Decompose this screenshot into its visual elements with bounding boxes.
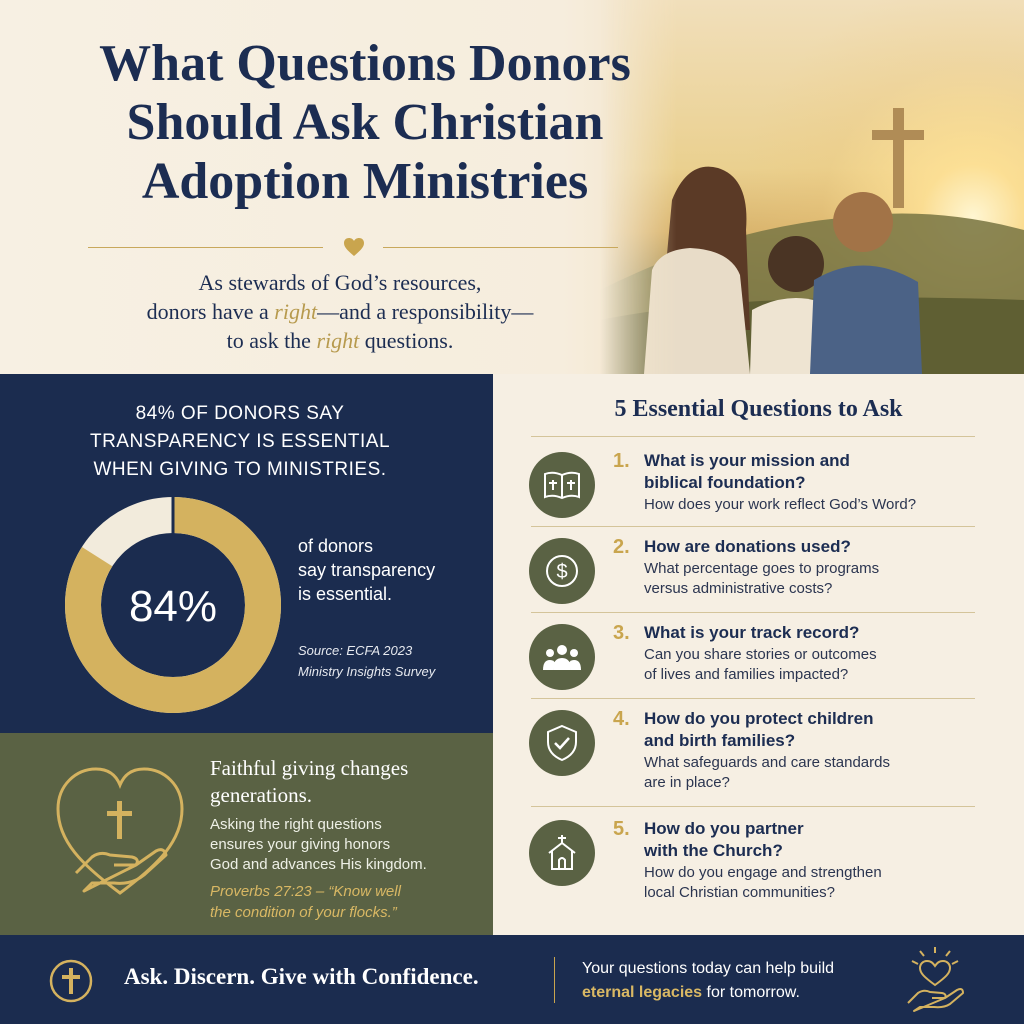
q3-sub-1: Can you share stories or outcomes [644,646,877,663]
scripture-quote: Proverbs 27:23 – “Know well the conditio… [210,881,480,923]
title-divider [88,238,618,256]
faith-title: Faithful giving changes generations. [210,755,480,809]
footer-msg-line-2: eternal legacies for tomorrow. [582,984,800,1001]
hero-photo [600,0,1024,374]
svg-text:$: $ [556,561,567,583]
church-icon [529,820,595,886]
subtitle-line-3: to ask the right questions. [226,328,454,353]
children-cross-illustration [600,108,1024,374]
shield-check-icon [529,710,595,776]
question-divider [531,526,975,527]
footer-message: Your questions today can help build eter… [582,957,892,1005]
subtitle-line-1: As stewards of God’s resources, [198,270,482,295]
q3-sub-2: of lives and families impacted? [644,666,849,683]
question-number: 3. [613,622,630,644]
question-item-3: 3. What is your track record? Can you sh… [529,614,979,700]
question-number: 1. [613,450,630,472]
q1-title-2: biblical foundation? [644,473,806,492]
quote-line-2: the condition of your flocks.” [210,904,397,921]
question-item-1: 1. What is your mission and biblical fou… [529,442,979,528]
question-item-4: 4. How do you protect children and birth… [529,700,979,791]
questions-heading: 5 Essential Questions to Ask [614,396,903,422]
footer-msg-line-1: Your questions today can help build [582,960,835,977]
question-number: 5. [613,818,630,840]
question-item-5: 5. How do you partner with the Church? H… [529,810,979,901]
title-line-3: Adoption Ministries [141,153,589,210]
questions-panel: 5 Essential Questions to Ask 1. What is … [493,374,1024,935]
stat-heading: 84% of donors say transparency is essent… [89,403,391,480]
quote-line-1: Proverbs 27:23 – “Know well [210,883,401,900]
header: What Questions Donors Should Ask Christi… [0,0,1024,374]
footer-separator [554,957,555,1003]
faith-title-line-1: Faithful giving changes [210,756,409,780]
source-line-2: Ministry Insights Survey [298,664,436,679]
title-line-2: Should Ask Christian [126,94,604,151]
q4-title-1: How do you protect children [644,709,874,728]
q1-sub-1: How does your work reflect God’s Word? [644,496,917,513]
question-text: How are donations used? What percentage … [644,536,974,599]
question-divider [531,698,975,699]
q2-sub-2: versus administrative costs? [644,580,833,597]
faith-body-line-3: God and advances His kingdom. [210,856,427,873]
subtitle-line-2: donors have a right—and a responsibility… [146,299,534,324]
q2-sub-1: What percentage goes to programs [644,560,880,577]
desc-line-3: is essential. [298,584,393,604]
bible-icon [529,452,595,518]
q4-sub-2: are in place? [644,774,730,791]
donut-description: of donors say transparency is essential. [298,534,478,606]
faithful-giving-panel: Faithful giving changes generations. Ask… [0,733,493,935]
source-line-1: Source: ECFA 2023 [298,643,413,658]
faith-title-line-2: generations. [210,783,313,807]
question-text: What is your track record? Can you share… [644,622,974,685]
desc-line-2: say transparency [298,560,436,580]
q1-title-1: What is your mission and [644,451,850,470]
question-divider [531,612,975,613]
q5-sub-1: How do you engage and strengthen [644,864,882,881]
question-text: How do you protect children and birth fa… [644,708,974,793]
question-item-2: $ 2. How are donations used? What percen… [529,528,979,614]
title-line-1: What Questions Donors [99,35,631,92]
q2-title-1: How are donations used? [644,537,851,556]
question-divider [531,806,975,807]
question-number: 4. [613,708,630,730]
q4-sub-1: What safeguards and care standards [644,754,890,771]
faith-body-line-1: Asking the right questions [210,816,382,833]
transparency-stat-panel: 84% of donors say transparency is essent… [0,374,493,733]
q3-title-1: What is your track record? [644,623,860,642]
donut-chart [65,495,281,713]
subtitle: As stewards of God’s resources, donors h… [40,268,640,355]
q5-title-2: with the Church? [644,841,783,860]
page-title: What Questions Donors Should Ask Christi… [20,34,710,211]
desc-line-1: of donors [298,536,374,556]
question-text: How do you partner with the Church? How … [644,818,974,903]
question-number: 2. [613,536,630,558]
q5-title-1: How do you partner [644,819,804,838]
question-text: What is your mission and biblical founda… [644,450,974,515]
people-icon [529,624,595,690]
source-citation: Source: ECFA 2023 Ministry Insights Surv… [298,640,478,682]
cross-circle-icon [49,959,93,1003]
q5-sub-2: local Christian communities? [644,884,835,901]
footer: Ask. Discern. Give with Confidence. Your… [0,935,1024,1024]
heading-rule [531,436,975,437]
faith-body-line-2: ensures your giving honors [210,836,391,853]
faith-body: Asking the right questions ensures your … [210,815,480,875]
heart-icon [344,238,364,256]
heart-hand-cross-icon [56,767,184,895]
dollar-icon: $ [529,538,595,604]
heart-hand-icon [907,947,964,1012]
donut-percent-label: 84% [128,582,218,631]
q4-title-2: and birth families? [644,731,796,750]
footer-tagline: Ask. Discern. Give with Confidence. [124,964,479,989]
